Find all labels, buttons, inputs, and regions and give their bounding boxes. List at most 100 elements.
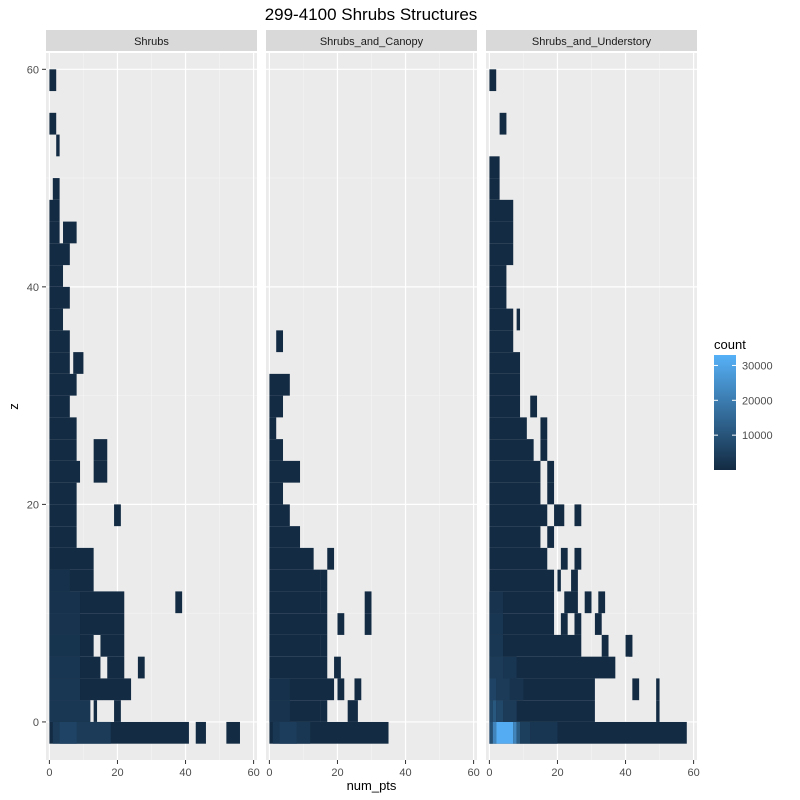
facet-strip-label: Shrubs_and_Understory	[532, 36, 652, 48]
heatmap-cell	[49, 526, 77, 548]
y-axis-ticks: 0 20 40 60	[27, 64, 46, 729]
heatmap-cell	[49, 199, 60, 222]
facet-strip	[46, 30, 257, 51]
heatmap-cell	[489, 417, 527, 440]
heatmap-cell	[516, 308, 521, 331]
heatmap-cell	[49, 265, 64, 287]
heatmap-cell	[107, 656, 125, 679]
heatmap-cell	[269, 482, 284, 505]
heatmap-cell	[49, 504, 77, 527]
heatmap-cell	[269, 526, 301, 548]
heatmap-cell	[492, 700, 497, 722]
heatmap-cell	[489, 308, 514, 331]
heatmap-cell	[571, 569, 578, 592]
heatmap-cell	[49, 439, 77, 461]
heatmap-cell	[269, 591, 321, 614]
x-axis-title: num_pts	[347, 778, 397, 793]
y-tick-label: 40	[27, 282, 39, 294]
heatmap-cell	[540, 439, 548, 461]
heatmap-cell	[320, 634, 328, 657]
heatmap-cell	[49, 286, 70, 309]
heatmap-cell	[530, 721, 558, 744]
heatmap-cell	[49, 634, 81, 657]
heatmap-cell	[489, 700, 493, 722]
x-axis: 0 20 40 60 0 20 40 60 0 20 40 60 num_pts	[46, 760, 700, 793]
legend-colorbar	[714, 355, 736, 470]
grid-lines	[46, 53, 257, 760]
heatmap-cell	[489, 373, 521, 396]
heatmap-cell	[489, 482, 541, 505]
heatmap-cell	[49, 482, 77, 505]
heatmap-cell	[114, 504, 121, 527]
heatmap-cell	[49, 417, 77, 440]
heatmap-cell	[547, 460, 555, 483]
heatmap-cell	[489, 591, 555, 614]
heatmap-cell	[656, 700, 660, 722]
heatmap-cell	[492, 721, 497, 744]
heatmap-cell	[594, 613, 602, 635]
heatmap-cell	[49, 69, 57, 92]
x-tick-label: 20	[331, 767, 343, 779]
heatmap-cell	[520, 721, 531, 744]
heatmap-cell	[49, 112, 57, 135]
heatmap-cell	[279, 721, 297, 744]
heatmap-cell	[114, 700, 121, 722]
heatmap-cell	[63, 221, 77, 244]
heatmap-cell	[489, 504, 548, 527]
heatmap-cell	[547, 482, 555, 505]
x-tick-label: 20	[111, 767, 123, 779]
heatmap-cell	[327, 547, 335, 570]
x-tick-label: 0	[266, 767, 272, 779]
heatmap-cell	[489, 591, 504, 614]
heatmap-cell	[503, 700, 517, 722]
heatmap-cell	[489, 221, 514, 244]
heatmap-cell	[499, 112, 507, 135]
heatmap-cell	[598, 591, 606, 614]
heatmap-cell	[49, 395, 70, 418]
heatmap-cell	[489, 156, 500, 179]
heatmap-cell	[49, 700, 91, 722]
legend-tick-label: 10000	[742, 430, 773, 442]
heatmap-cell	[489, 265, 507, 287]
heatmap-cell	[226, 721, 240, 744]
heatmap-cell	[489, 526, 541, 548]
heatmap-cell	[334, 656, 341, 679]
heatmap-cell	[574, 613, 582, 635]
heatmap-cell	[49, 547, 94, 570]
heatmap-cell	[137, 656, 145, 679]
heatmap-cell	[489, 395, 521, 418]
heatmap-cell	[354, 678, 362, 701]
facet-strip-label: Shrubs_and_Canopy	[320, 36, 424, 48]
heatmap-cell	[632, 678, 640, 701]
heatmap-cell	[320, 569, 328, 592]
heatmap-cell	[269, 634, 321, 657]
y-tick-label: 60	[27, 64, 39, 76]
heatmap-cell	[489, 286, 507, 309]
heatmap-cell	[601, 634, 609, 657]
heatmap-cell	[269, 613, 328, 635]
x-tick-label: 20	[551, 767, 563, 779]
heatmap-cell	[584, 591, 592, 614]
heatmap-cell	[489, 69, 497, 92]
heatmap-cell	[269, 417, 277, 440]
x-tick-label: 40	[179, 767, 191, 779]
heatmap-cell	[175, 591, 183, 614]
heatmap-cell	[49, 678, 81, 701]
heatmap-cell	[489, 439, 534, 461]
legend-tick-label: 30000	[742, 360, 773, 372]
heatmap-cell	[73, 352, 84, 374]
heatmap-cell	[49, 656, 81, 679]
heatmap-cell	[49, 460, 81, 483]
heatmap-cell	[276, 330, 284, 353]
heatmap-cell	[489, 199, 514, 222]
heatmap-cell	[49, 243, 70, 266]
heatmap-cell	[489, 613, 504, 635]
heatmap-cell	[93, 439, 108, 461]
heatmap-cell	[489, 721, 493, 744]
heatmap-cell	[540, 417, 548, 440]
heatmap-cell	[564, 591, 578, 614]
heatmap-cell	[269, 373, 290, 396]
heatmap-cell	[574, 504, 582, 527]
heatmap-cell	[269, 395, 284, 418]
